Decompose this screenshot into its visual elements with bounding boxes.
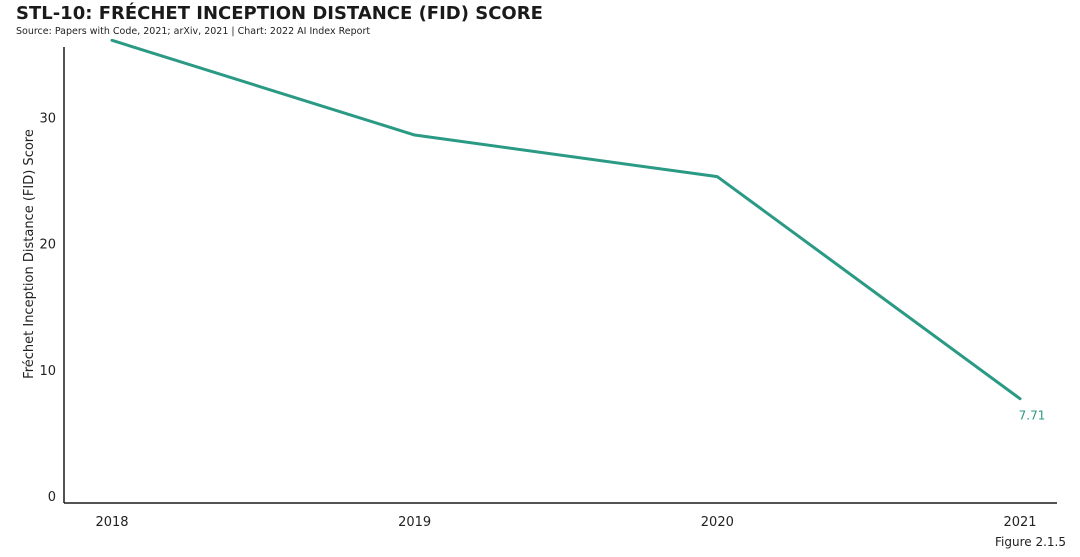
data-labels: 7.71: [1019, 409, 1046, 423]
y-tick-label: 30: [39, 111, 56, 126]
data-label: 7.71: [1019, 409, 1046, 423]
y-tick-labels: 0 10 20 30: [39, 111, 56, 505]
series-line: [110, 38, 1022, 401]
x-tick-label: 2021: [1003, 515, 1036, 530]
y-tick-label: 10: [39, 364, 56, 379]
chart-source: Source: Papers with Code, 2021; arXiv, 2…: [16, 26, 371, 37]
x-tick-label: 2018: [95, 515, 128, 530]
y-axis-title: Fréchet Inception Distance (FID) Score: [22, 129, 37, 379]
y-tick-label: 0: [48, 490, 56, 505]
y-tick-label: 20: [39, 238, 56, 253]
series-group: [110, 38, 1022, 401]
x-tick-label: 2019: [398, 515, 431, 530]
chart-title: STL-10: FRÉCHET INCEPTION DISTANCE (FID)…: [16, 3, 543, 24]
x-tick-labels: 2018 2019 2020 2021: [95, 515, 1036, 530]
x-tick-label: 2020: [701, 515, 734, 530]
figure-label: Figure 2.1.5: [995, 535, 1066, 549]
